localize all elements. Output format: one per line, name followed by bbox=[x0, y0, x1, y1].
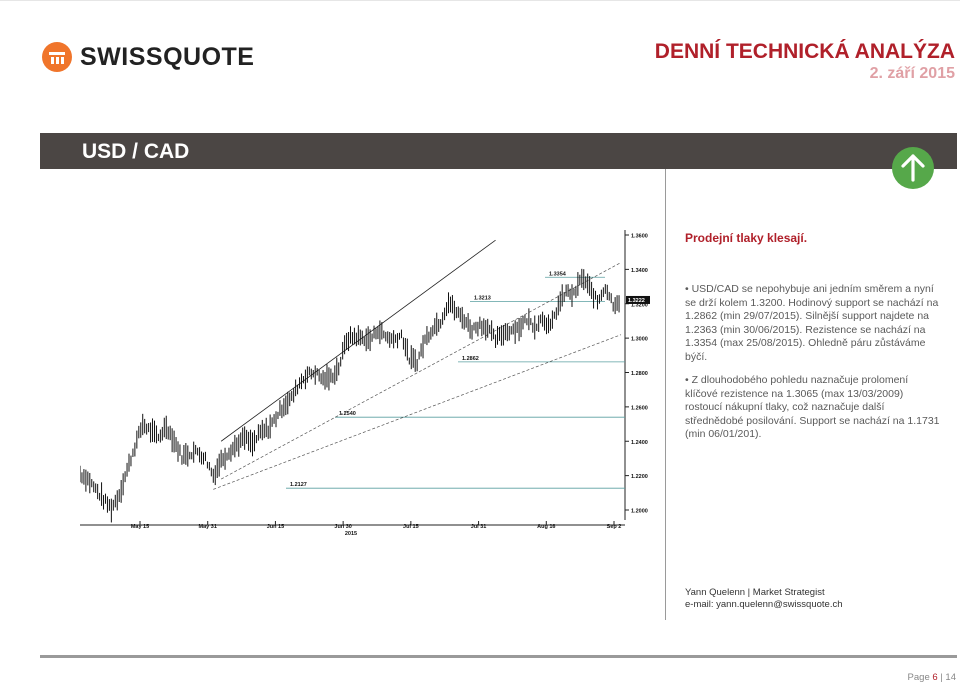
x-tick-label: Jun 30 bbox=[334, 524, 351, 530]
author-email: e-mail: yann.quelenn@swissquote.ch bbox=[685, 599, 843, 610]
page-total: 14 bbox=[945, 672, 956, 683]
x-tick-label: Jul 15 bbox=[403, 524, 419, 530]
y-tick-label: 1.3000 bbox=[631, 337, 648, 343]
last-price-label: 1.3222 bbox=[628, 298, 645, 304]
y-tick-label: 1.2200 bbox=[631, 474, 648, 480]
commentary-headline: Prodejní tlaky klesají. bbox=[685, 231, 808, 245]
swissquote-logo: SWISSQUOTE bbox=[42, 42, 254, 72]
x-tick-label: May 31 bbox=[199, 524, 217, 530]
usdcad-price-chart: 1.2000 1.2200 1.2400 1.2600 1.2800 1.3000 1.32… bbox=[80, 230, 650, 537]
level-label: 1.2540 bbox=[339, 411, 356, 417]
page-number: Page 6 | 14 bbox=[908, 672, 956, 683]
x-tick-label: Sep 2 bbox=[607, 524, 622, 530]
level-label: 1.3213 bbox=[474, 296, 491, 302]
column-divider bbox=[665, 169, 666, 620]
level-label: 1.3354 bbox=[549, 271, 567, 277]
x-tick-label: Jun 15 bbox=[267, 524, 284, 530]
bottom-rule bbox=[40, 655, 957, 658]
y-tick-label: 1.2400 bbox=[631, 440, 648, 446]
last-price-box bbox=[626, 295, 650, 304]
level-label: 1.2127 bbox=[290, 482, 307, 488]
top-rule bbox=[0, 0, 960, 1]
y-tick-label: 1.3600 bbox=[631, 234, 648, 240]
x-year-label: 2015 bbox=[345, 531, 357, 537]
swissquote-mark-icon bbox=[42, 42, 72, 72]
x-tick-label: Jul 31 bbox=[471, 524, 487, 530]
report-date: 2. září 2015 bbox=[869, 65, 955, 82]
level-label: 1.2862 bbox=[462, 356, 479, 362]
arrow-up-icon bbox=[892, 147, 934, 189]
page-separator: | bbox=[940, 672, 943, 683]
channel-lower-line bbox=[213, 334, 622, 490]
channel-upper-line bbox=[220, 262, 622, 480]
y-tick-label: 1.2000 bbox=[631, 509, 648, 515]
page-prefix: Page bbox=[907, 672, 930, 683]
pair-label: USD / CAD bbox=[82, 140, 190, 163]
commentary-bullet-2: • Z dlouhodobého pohledu naznačuje prolo… bbox=[685, 374, 940, 440]
y-tick-label: 1.2600 bbox=[631, 405, 648, 411]
x-tick-label: May 15 bbox=[131, 524, 149, 530]
report-title: DENNÍ TECHNICKÁ ANALÝZA bbox=[654, 40, 955, 63]
author-name: Yann Quelenn | Market Strategist bbox=[685, 587, 825, 598]
page-current: 6 bbox=[932, 672, 938, 683]
logo-text: SWISSQUOTE bbox=[80, 42, 255, 71]
y-tick-label: 1.3400 bbox=[631, 268, 648, 274]
y-tick-label: 1.3200 bbox=[631, 302, 648, 308]
x-tick-label: Aug 16 bbox=[537, 524, 555, 530]
pair-header-bar: USD / CAD bbox=[40, 133, 957, 169]
y-tick-label: 1.2800 bbox=[631, 371, 648, 377]
commentary-bullet-1: • USD/CAD se nepohybuje ani jedním směre… bbox=[685, 283, 939, 363]
author-block: Yann Quelenn | Market Strategist e-mail:… bbox=[685, 587, 843, 611]
